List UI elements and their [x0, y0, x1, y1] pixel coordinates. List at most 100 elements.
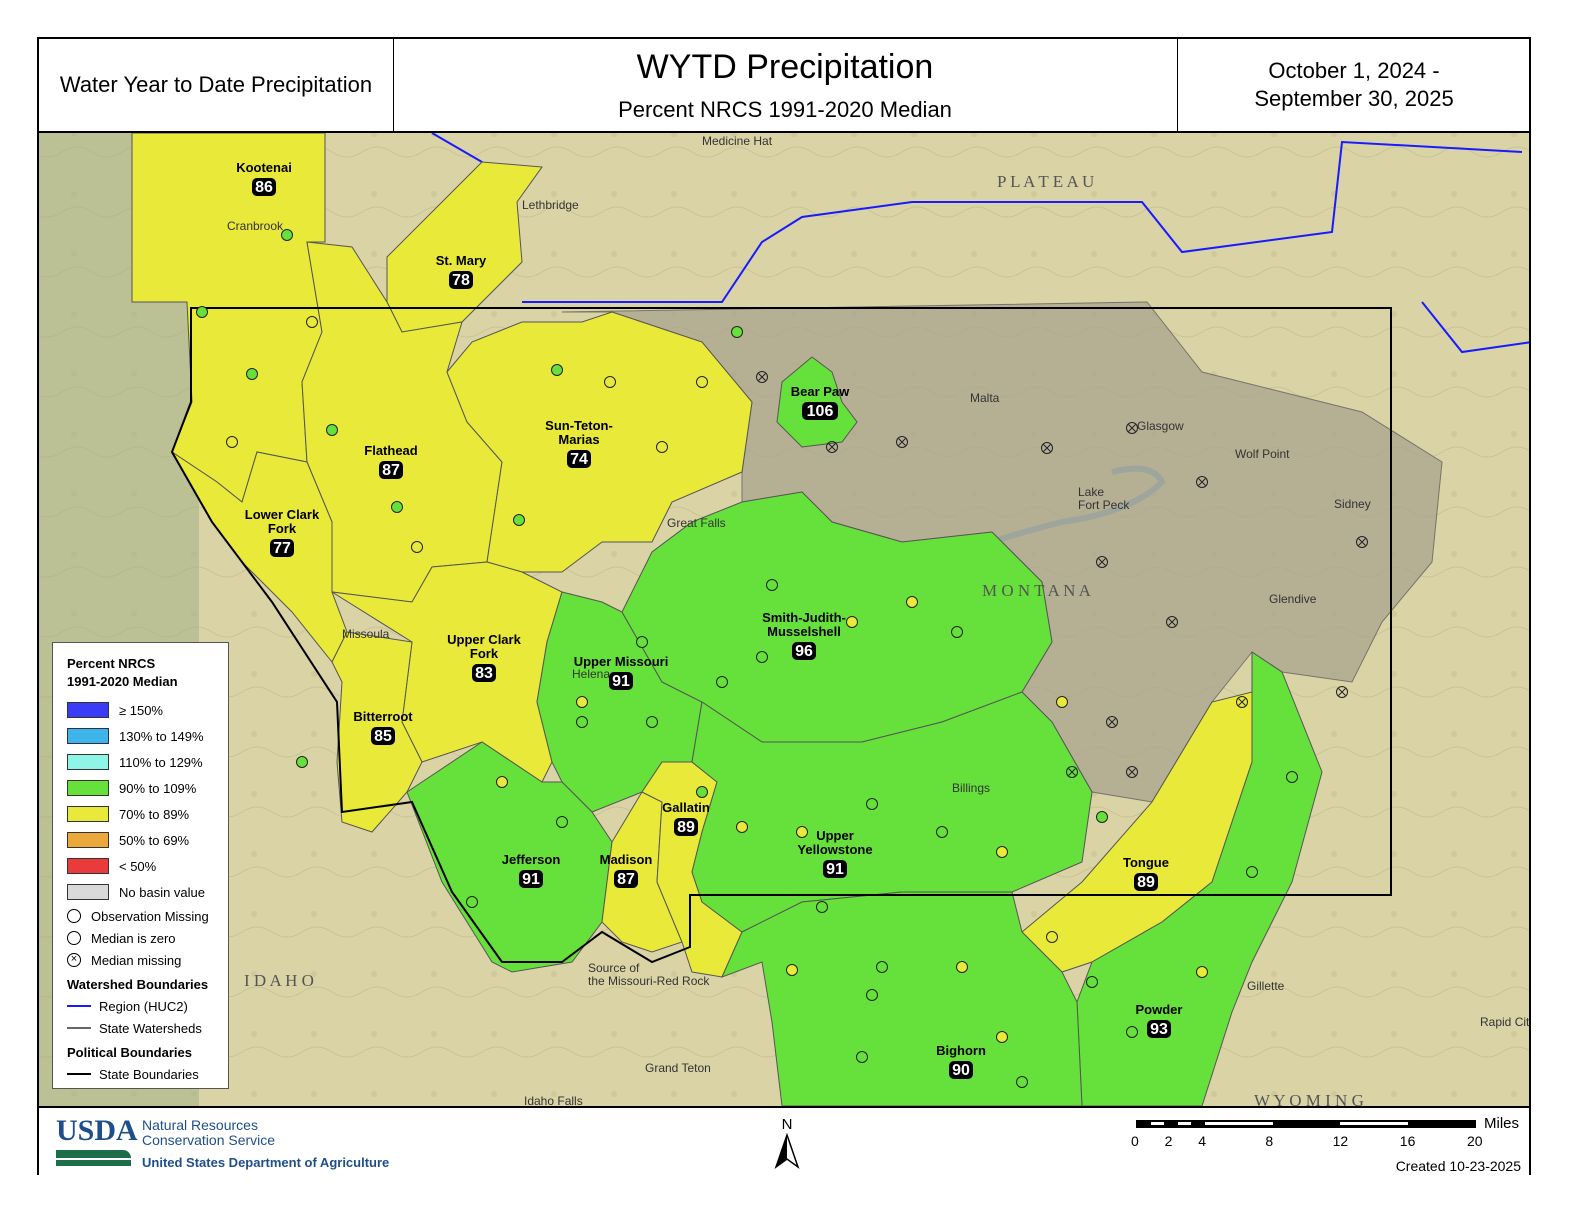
basin-powder[interactable]	[1076, 651, 1323, 1106]
usda-logo-text: USDA	[56, 1114, 138, 1147]
date-start: October 1, 2024 -	[1268, 58, 1440, 83]
basin-value: 91	[522, 871, 540, 888]
median-missing-icon	[1128, 424, 1136, 432]
station-marker	[576, 696, 588, 708]
basin-value-badge	[379, 461, 403, 479]
place-label: Glasgow	[1137, 419, 1184, 433]
median-missing-icon	[1168, 618, 1176, 626]
median-missing-icon	[1238, 698, 1246, 706]
black-line-icon	[67, 1073, 91, 1075]
station-marker	[796, 826, 808, 838]
department-name: United States Department of Agriculture	[142, 1155, 390, 1170]
legend-state-boundaries: State Boundaries	[67, 1063, 228, 1085]
station-marker	[306, 316, 318, 328]
place-label: Idaho Falls	[524, 1094, 583, 1106]
basin-name-label: Bighorn	[936, 1043, 986, 1058]
agency-line: Conservation Service	[142, 1132, 276, 1148]
legend-item: 130% to 149%	[67, 723, 228, 749]
legend-swatch	[67, 754, 109, 770]
scale-tick-label: 2	[1164, 1133, 1173, 1149]
legend-item: 70% to 89%	[67, 801, 228, 827]
north-arrow: N	[772, 1116, 802, 1174]
station-marker	[856, 1051, 868, 1063]
place-label: P L A T E A U	[997, 172, 1094, 191]
legend-item: 90% to 109%	[67, 775, 228, 801]
station-marker	[1096, 556, 1108, 568]
basin-name-label: Jefferson	[502, 852, 561, 867]
station-marker	[1066, 766, 1078, 778]
basin-name-label: Sun-Teton-	[545, 418, 613, 433]
basin-value-badge	[252, 178, 276, 196]
legend-title: Percent NRCS	[67, 656, 156, 671]
basin-value-badge	[567, 450, 591, 468]
place-label: Fort Peck	[1078, 498, 1130, 512]
basin-value-badge	[519, 870, 543, 888]
station-marker	[996, 846, 1008, 858]
station-marker	[996, 1031, 1008, 1043]
usda-logo-stripe	[56, 1160, 131, 1166]
station-marker	[866, 989, 878, 1001]
basin-value: 87	[382, 462, 400, 479]
basin-name-label: Upper	[816, 828, 854, 843]
basin-name-label: Marias	[558, 432, 599, 447]
basin-name-label: Fork	[470, 646, 499, 661]
basin-name-label: Upper Missouri	[574, 654, 669, 669]
legend-swatch	[67, 884, 109, 900]
station-marker	[1286, 771, 1298, 783]
basin-name-label: Upper Clark	[447, 632, 521, 647]
place-label: Wolf Point	[1235, 447, 1290, 461]
legend-subtitle: 1991-2020 Median	[67, 674, 178, 689]
legend-label: 110% to 129%	[119, 754, 203, 770]
station-marker	[281, 229, 293, 241]
station-marker	[391, 501, 403, 513]
scale-tick-label: 8	[1265, 1133, 1274, 1149]
legend-swatch	[67, 728, 109, 744]
basin-value: 89	[677, 819, 695, 836]
basin-bighorn[interactable]	[721, 891, 1083, 1106]
place-label: Great Falls	[667, 516, 726, 530]
place-label: Lake	[1078, 485, 1104, 499]
basin-value-badge	[823, 860, 847, 878]
station-marker	[576, 716, 588, 728]
scale-bar	[1136, 1120, 1476, 1128]
station-marker	[936, 826, 948, 838]
basin-value-badge	[270, 539, 294, 557]
basin-name-label: Smith-Judith-	[762, 610, 846, 625]
map-area: Medicine Hat Lethbridge Cranbrook Malta Glas…	[39, 133, 1529, 1106]
basin-value-badge	[371, 727, 395, 745]
legend-label: Observation Missing	[91, 908, 209, 924]
median-missing-icon	[1198, 478, 1206, 486]
basin-value-badge	[472, 664, 496, 682]
station-marker	[636, 636, 648, 648]
blue-line-icon	[67, 1005, 91, 1007]
legend-label: 50% to 69%	[119, 832, 190, 848]
basin-value-badge	[792, 642, 816, 660]
basin-value: 106	[807, 403, 834, 420]
station-marker	[1236, 696, 1248, 708]
station-marker	[826, 441, 838, 453]
station-marker	[731, 326, 743, 338]
legend-item: < 50%	[67, 853, 228, 879]
legend-label: 130% to 149%	[119, 728, 204, 744]
station-marker	[736, 821, 748, 833]
basin-value: 78	[452, 272, 470, 289]
place-label: Cranbrook	[227, 219, 284, 233]
station-marker	[604, 376, 616, 388]
basin-value: 83	[475, 665, 493, 682]
basin-value-badge	[949, 1061, 973, 1079]
legend-item: 50% to 69%	[67, 827, 228, 853]
place-label: Glendive	[1269, 592, 1317, 606]
station-marker	[816, 901, 828, 913]
basin-value-badge	[1134, 873, 1158, 891]
station-marker	[1196, 476, 1208, 488]
station-marker	[906, 596, 918, 608]
station-marker	[696, 376, 708, 388]
scale-tick-label: 20	[1467, 1133, 1483, 1149]
basin-name-label: Tongue	[1123, 855, 1169, 870]
median-missing-icon	[1358, 538, 1366, 546]
basin-value-badge	[449, 271, 473, 289]
crossed-circle-icon: ×	[67, 953, 81, 967]
station-marker	[1246, 866, 1258, 878]
station-marker	[656, 441, 668, 453]
basin-sun-teton-marias[interactable]	[446, 311, 753, 573]
